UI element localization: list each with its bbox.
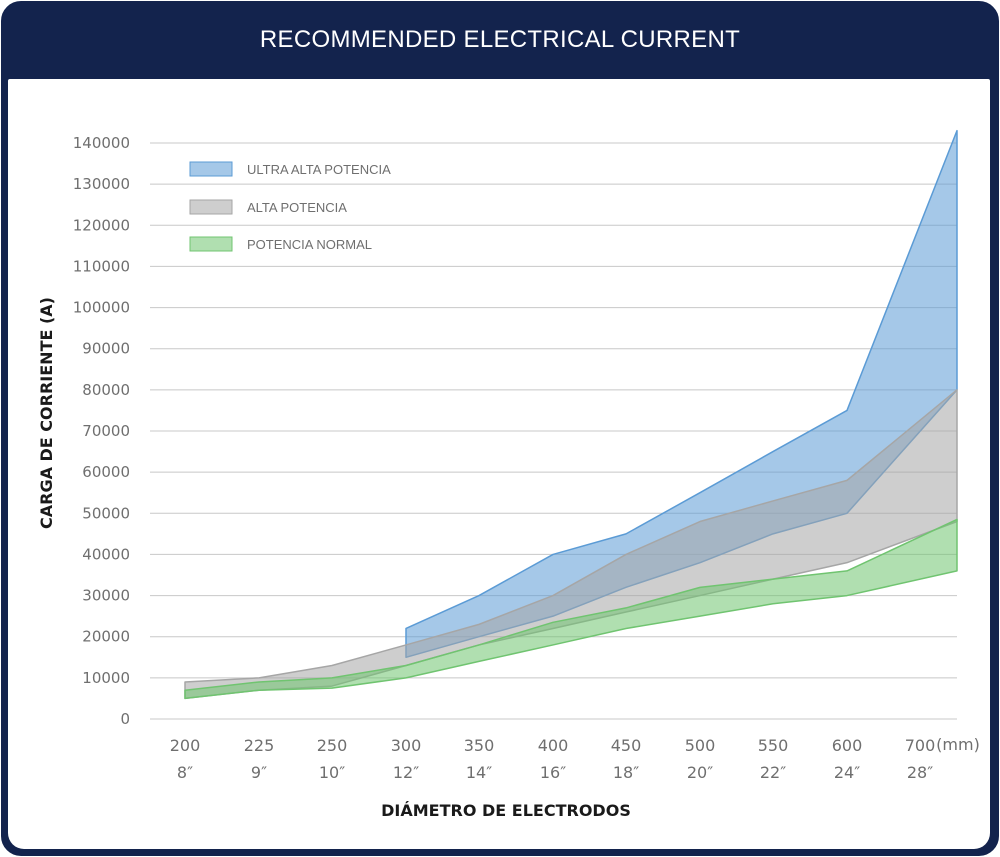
legend: ULTRA ALTA POTENCIA ALTA POTENCIA POTENCIA… bbox=[189, 161, 391, 252]
y-tick-label: 70000 bbox=[82, 422, 130, 440]
x-tick-label-mm: 700 bbox=[905, 736, 936, 755]
legend-swatch bbox=[189, 199, 233, 215]
x-tick-labels: 200 225 250 300 350 400 450 500 550 600 700 8″ 9″ 10″… bbox=[170, 735, 980, 782]
x-tick-label-inch: 9″ bbox=[251, 763, 267, 782]
x-tick-label-mm: 500 bbox=[685, 736, 716, 755]
y-tick-label: 90000 bbox=[82, 340, 130, 358]
x-axis-title: DIÁMETRO DE ELECTRODOS bbox=[381, 801, 631, 820]
x-tick-label-mm: 600 bbox=[832, 736, 863, 755]
y-tick-label: 50000 bbox=[82, 504, 130, 522]
x-tick-label-inch: 16″ bbox=[540, 763, 566, 782]
y-tick-label: 0 bbox=[120, 710, 130, 728]
x-tick-label-inch: 8″ bbox=[177, 763, 193, 782]
x-tick-label-mm: 350 bbox=[464, 736, 495, 755]
y-tick-label: 140000 bbox=[73, 134, 130, 152]
legend-swatch bbox=[189, 161, 233, 177]
series-area bbox=[184, 518, 958, 700]
legend-label: ULTRA ALTA POTENCIA bbox=[247, 162, 391, 177]
y-tick-label: 60000 bbox=[82, 463, 130, 481]
x-tick-label-mm: 550 bbox=[758, 736, 789, 755]
x-tick-label-inch: 10″ bbox=[319, 763, 345, 782]
x-tick-label-inch: 28″ bbox=[907, 763, 933, 782]
x-tick-label-mm: 225 bbox=[244, 736, 275, 755]
y-tick-labels: 0 10000 20000 30000 40000 50000 60000 70000 8000… bbox=[73, 134, 130, 728]
x-tick-label-mm: 400 bbox=[538, 736, 569, 755]
y-tick-label: 80000 bbox=[82, 381, 130, 399]
legend-swatch bbox=[189, 236, 233, 252]
x-tick-label-mm: 450 bbox=[611, 736, 642, 755]
y-tick-label: 130000 bbox=[73, 175, 130, 193]
legend-label: POTENCIA NORMAL bbox=[247, 237, 372, 252]
x-tick-label-mm: 200 bbox=[170, 736, 201, 755]
y-tick-label: 40000 bbox=[82, 545, 130, 563]
y-tick-label: 110000 bbox=[73, 257, 130, 275]
x-tick-label-inch: 22″ bbox=[760, 763, 786, 782]
y-tick-label: 10000 bbox=[82, 669, 130, 687]
x-tick-label-inch: 24″ bbox=[834, 763, 860, 782]
legend-label: ALTA POTENCIA bbox=[247, 200, 347, 215]
x-tick-label-mm: 300 bbox=[391, 736, 422, 755]
y-axis-title: CARGA DE CORRIENTE (A) bbox=[37, 297, 56, 529]
y-tick-label: 100000 bbox=[73, 299, 130, 317]
x-tick-label-inch: 12″ bbox=[393, 763, 419, 782]
x-tick-label-mm: 250 bbox=[317, 736, 348, 755]
series-areas bbox=[184, 129, 958, 700]
chart-title: RECOMMENDED ELECTRICAL CURRENT bbox=[259, 25, 741, 53]
x-unit-label: (mm) bbox=[936, 735, 980, 754]
x-tick-label-inch: 18″ bbox=[613, 763, 639, 782]
x-tick-label-inch: 20″ bbox=[687, 763, 713, 782]
x-tick-label-inch: 14″ bbox=[466, 763, 492, 782]
y-tick-label: 30000 bbox=[82, 587, 130, 605]
y-tick-label: 20000 bbox=[82, 628, 130, 646]
y-tick-label: 120000 bbox=[73, 216, 130, 234]
